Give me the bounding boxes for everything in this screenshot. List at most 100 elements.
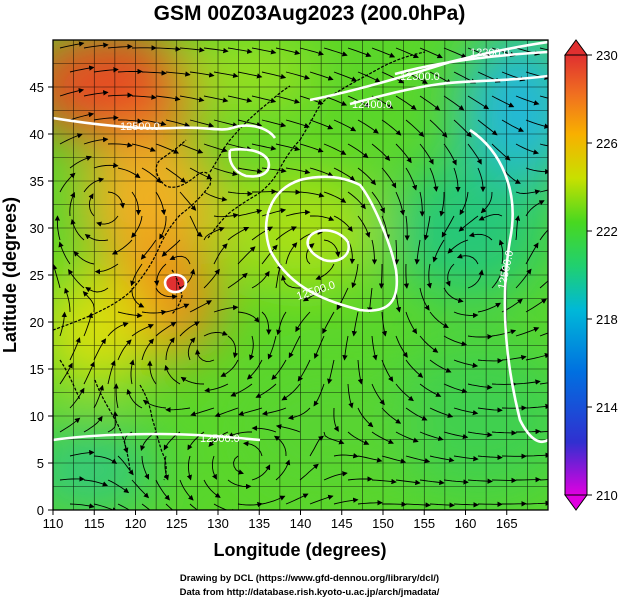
- wind-vector: [59, 172, 76, 193]
- wind-vector: [58, 241, 71, 265]
- wind-vector: [147, 360, 157, 385]
- wind-vector: [432, 239, 445, 263]
- wind-vector: [371, 47, 396, 58]
- wind-vector: [477, 454, 503, 461]
- wind-vector: [107, 92, 133, 98]
- wind-vector: [94, 263, 119, 275]
- wind-vector: [214, 407, 239, 418]
- wind-vector: [130, 263, 143, 287]
- wind-vector: [357, 359, 364, 385]
- wind-vector: [261, 71, 287, 80]
- wind-vector: [131, 324, 154, 337]
- wind-vector: [275, 95, 300, 104]
- wind-vector: [54, 215, 61, 241]
- wind-vector: [443, 431, 469, 440]
- wind-vector: [429, 359, 452, 373]
- wind-vector: [467, 334, 493, 340]
- wind-vector: [131, 479, 150, 499]
- wind-vector: [261, 407, 287, 416]
- wind-vector: [275, 47, 301, 55]
- wind-vector: [141, 503, 151, 510]
- wind-vector: [251, 95, 277, 104]
- wind-vector: [203, 268, 220, 289]
- contour-label-12500-south: 12500.0: [200, 433, 240, 445]
- wind-vector: [525, 353, 548, 361]
- wind-vector: [539, 143, 548, 147]
- wind-vector: [73, 250, 95, 265]
- wind-vector: [288, 335, 301, 359]
- wind-vector: [155, 143, 180, 154]
- wind-vector: [163, 455, 169, 481]
- wind-vector: [299, 47, 324, 56]
- wind-vector: [333, 119, 357, 132]
- wind-vector: [203, 47, 229, 54]
- wind-vector: [419, 383, 442, 397]
- wind-vector: [237, 167, 263, 174]
- wind-vector: [93, 115, 119, 121]
- wind-vector: [525, 298, 547, 313]
- wind-vector: [514, 215, 521, 241]
- wind-vector: [299, 191, 325, 198]
- wind-vector: [169, 255, 191, 265]
- wind-vector: [83, 136, 109, 145]
- wind-vector: [367, 287, 373, 313]
- wind-vector: [107, 191, 125, 209]
- wind-vector: [459, 191, 469, 216]
- wind-vector: [309, 167, 334, 177]
- wind-vector: [261, 244, 278, 265]
- wind-vector: [453, 119, 472, 138]
- wind-vector: [153, 263, 167, 286]
- wind-vector: [261, 167, 287, 174]
- wind-vector: [164, 364, 181, 385]
- wind-vector: [414, 239, 421, 265]
- colorbar-tick-label: 218: [596, 312, 618, 327]
- wind-vector: [64, 287, 71, 313]
- wind-vector: [357, 407, 374, 428]
- wind-vector: [179, 268, 196, 289]
- x-tick-label: 125: [166, 516, 188, 531]
- wind-vector: [255, 383, 277, 398]
- wind-vector: [59, 88, 85, 97]
- wind-vector: [439, 192, 445, 217]
- wind-vector: [516, 476, 541, 483]
- wind-vector: [453, 167, 461, 193]
- wind-vector: [285, 493, 309, 505]
- wind-vector: [453, 502, 479, 508]
- wind-vector: [179, 191, 197, 211]
- wind-vector: [426, 263, 432, 289]
- wind-vector: [429, 311, 449, 328]
- wind-vector: [467, 95, 490, 110]
- wind-vector: [83, 312, 94, 337]
- y-tick-label: 0: [37, 503, 44, 518]
- wind-vector: [261, 119, 287, 128]
- wind-vector: [117, 339, 132, 361]
- x-tick-label: 140: [290, 516, 312, 531]
- wind-vector: [295, 311, 311, 333]
- wind-vector: [220, 359, 239, 377]
- wind-vector: [309, 119, 334, 130]
- wind-vector: [227, 272, 248, 289]
- wind-vector: [237, 501, 263, 508]
- wind-vector: [285, 242, 298, 265]
- colorbar-bar: [564, 54, 588, 496]
- wind-vector: [131, 94, 157, 100]
- wind-vector: [443, 383, 468, 394]
- wind-vector: [165, 503, 174, 510]
- wind-vector: [351, 263, 359, 289]
- wind-vector: [237, 311, 260, 323]
- y-tick-label: 45: [30, 80, 44, 95]
- wind-vector: [491, 266, 505, 289]
- y-axis-label: Latitude (degrees): [0, 197, 20, 353]
- wind-vector: [315, 263, 335, 280]
- wind-vector: [443, 143, 457, 166]
- wind-vector: [126, 388, 143, 409]
- wind-vector: [227, 47, 253, 54]
- wind-vector: [429, 167, 439, 192]
- wind-vector: [443, 335, 468, 347]
- wind-vector: [237, 208, 263, 217]
- wind-vector: [203, 226, 225, 241]
- wind-vector: [323, 471, 348, 481]
- wind-vector: [405, 407, 428, 421]
- wind-vector: [227, 191, 253, 197]
- credit-data-source: Data from http://database.rish.kyoto-u.a…: [179, 587, 440, 598]
